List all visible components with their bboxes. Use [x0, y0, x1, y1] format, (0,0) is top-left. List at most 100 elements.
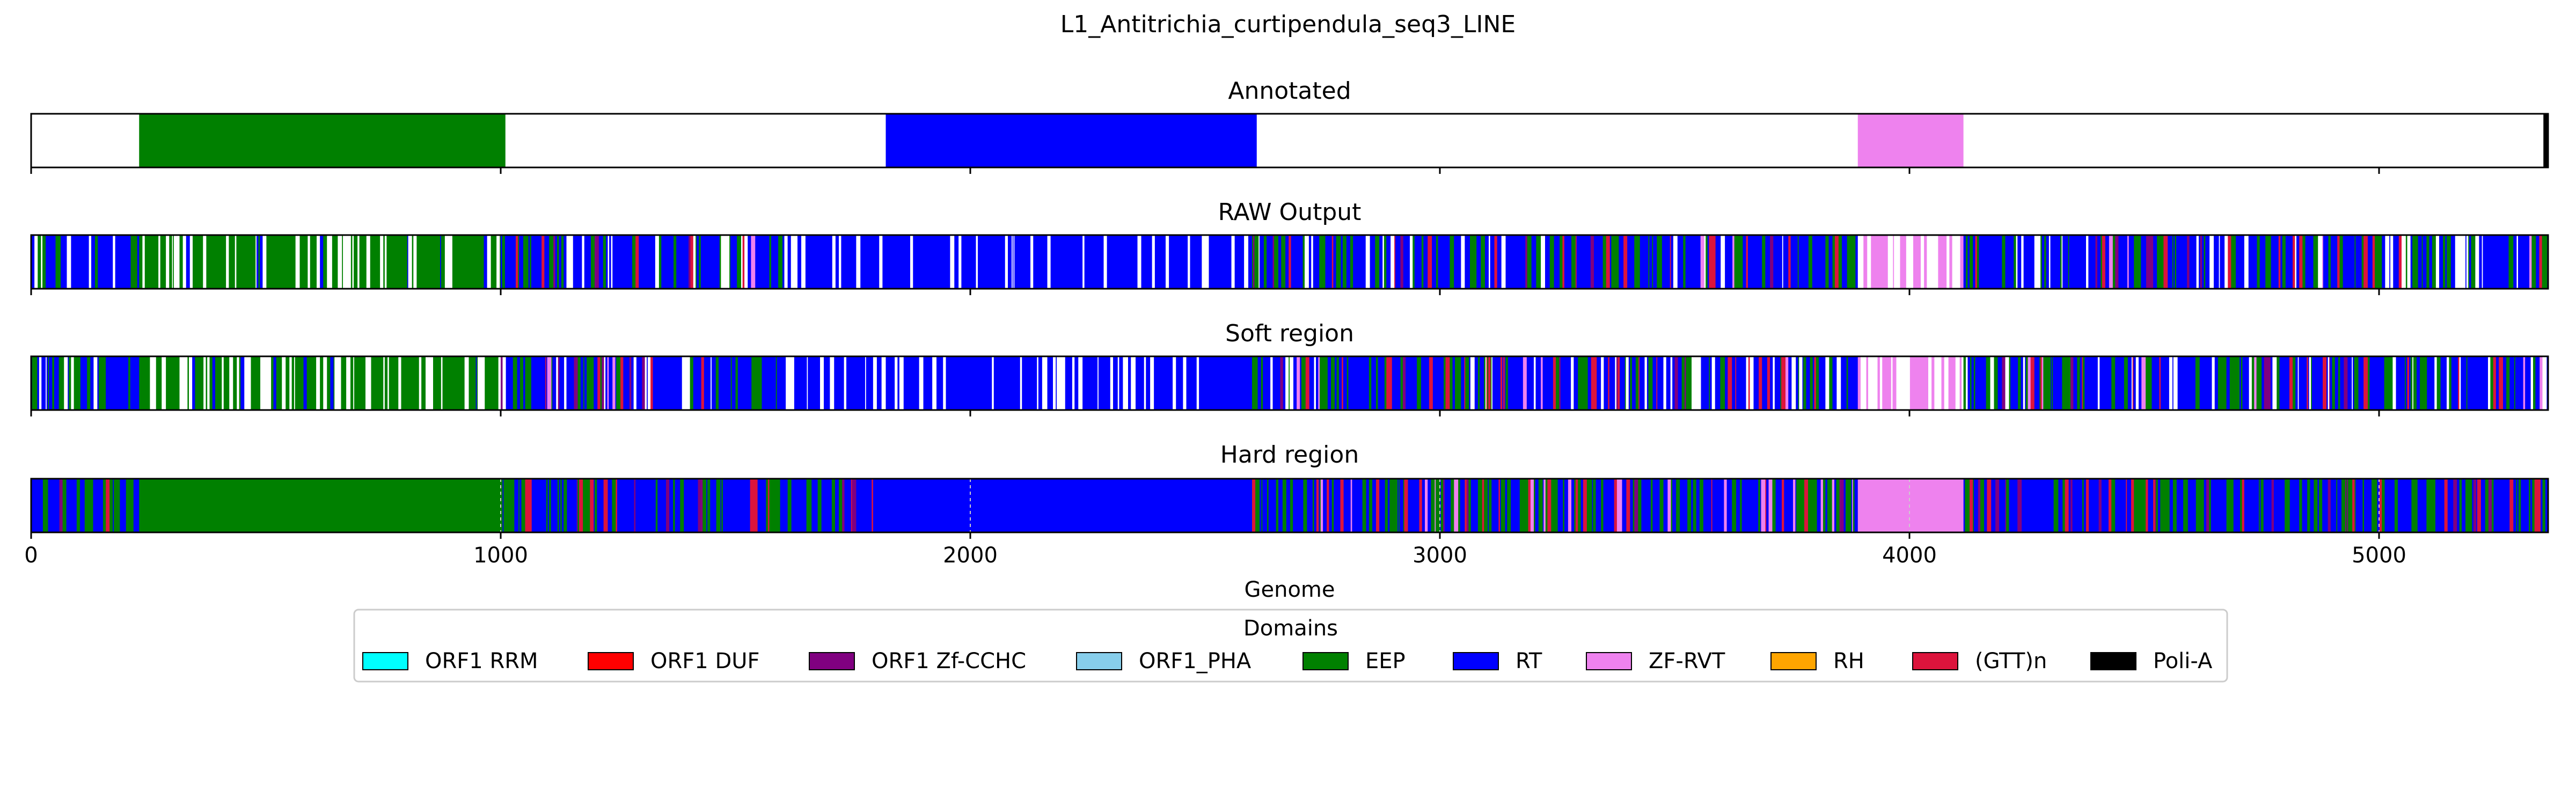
domain-stripe — [1267, 235, 1270, 289]
domain-stripe — [1406, 479, 1408, 532]
domain-stripe — [286, 356, 289, 410]
domain-stripe — [613, 235, 618, 289]
domain-stripe — [1436, 356, 1438, 410]
x-tick-label: 0 — [24, 543, 38, 568]
domain-stripe — [958, 235, 962, 289]
domain-stripe — [78, 235, 82, 289]
domain-stripe — [2002, 235, 2004, 289]
domain-stripe — [1740, 356, 1742, 410]
domain-stripe — [738, 479, 742, 532]
domain-stripe — [1535, 235, 1536, 289]
domain-stripe — [2082, 356, 2083, 410]
domain-stripe — [2282, 235, 2286, 289]
domain-stripe — [750, 479, 754, 532]
domain-stripe — [2516, 479, 2518, 532]
domain-stripe — [459, 235, 464, 289]
domain-stripe — [861, 356, 866, 410]
domain-stripe — [1020, 356, 1022, 410]
domain-stripe — [997, 235, 999, 289]
domain-stripe — [2086, 235, 2089, 289]
domain-stripe — [2313, 356, 2316, 410]
domain-stripe — [2254, 356, 2257, 410]
domain-stripe — [491, 356, 495, 410]
domain-stripe — [1500, 479, 1502, 532]
domain-stripe — [2139, 356, 2142, 410]
domain-stripe — [1395, 356, 1397, 410]
domain-stripe — [2465, 235, 2467, 289]
domain-stripe — [2266, 356, 2271, 410]
domain-stripe — [1019, 235, 1022, 289]
domain-stripe — [2375, 235, 2378, 289]
domain-stripe — [2529, 235, 2532, 289]
domain-stripe — [2279, 479, 2282, 532]
domain-stripe — [1221, 235, 1225, 289]
legend-label: ZF-RVT — [1649, 649, 1725, 674]
domain-stripe — [2390, 235, 2394, 289]
domain-stripe — [1280, 356, 1284, 410]
domain-stripe — [1375, 235, 1380, 289]
domain-stripe — [1053, 356, 1056, 410]
domain-stripe — [1591, 356, 1596, 410]
legend-label: RT — [1516, 649, 1542, 674]
domain-stripe — [2480, 356, 2484, 410]
domain-stripe — [1944, 356, 1948, 410]
domain-stripe — [1033, 235, 1037, 289]
domain-stripe — [2323, 235, 2327, 289]
domain-stripe — [1484, 356, 1486, 410]
domain-stripe — [1305, 356, 1310, 410]
domain-stripe — [2165, 479, 2170, 532]
domain-stripe — [1441, 356, 1444, 410]
domain-stripe — [737, 235, 742, 289]
domain-stripe — [1952, 235, 1955, 289]
domain-stripe — [2132, 235, 2134, 289]
domain-stripe — [1789, 479, 1794, 532]
domain-stripe — [626, 479, 629, 532]
domain-stripe — [875, 235, 880, 289]
domain-stripe — [1391, 235, 1393, 289]
domain-stripe — [2508, 235, 2513, 289]
domain-stripe — [172, 356, 176, 410]
domain-stripe — [2443, 356, 2445, 410]
domain-stripe — [1609, 356, 1611, 410]
domain-stripe — [2423, 479, 2427, 532]
domain-stripe — [1568, 479, 1572, 532]
domain-stripe — [1970, 235, 1973, 289]
domain-stripe — [272, 356, 274, 410]
domain-stripe — [701, 356, 705, 410]
domain-stripe — [2262, 235, 2266, 289]
domain-stripe — [2009, 479, 2011, 532]
domain-stripe — [1707, 235, 1709, 289]
domain-stripe — [1898, 235, 1900, 289]
domain-stripe — [2030, 235, 2035, 289]
domain-stripe — [848, 235, 853, 289]
domain-stripe — [2135, 356, 2139, 410]
domain-stripe — [1379, 479, 1381, 532]
domain-stripe — [2219, 235, 2220, 289]
domain-stripe — [1468, 479, 1472, 532]
domain-stripe — [838, 356, 841, 410]
domain-stripe — [437, 356, 442, 410]
domain-stripe — [2109, 479, 2112, 532]
domain-stripe — [452, 235, 457, 289]
domain-stripe — [1400, 235, 1404, 289]
domain-stripe — [1970, 356, 1972, 410]
domain-stripe — [1948, 356, 1952, 410]
domain-stripe — [811, 479, 814, 532]
domain-stripe — [1575, 479, 1578, 532]
domain-stripe — [2278, 356, 2280, 410]
domain-stripe — [1065, 356, 1066, 410]
domain-stripe — [2038, 479, 2040, 532]
domain-stripe — [814, 235, 818, 289]
domain-stripe — [963, 356, 968, 410]
domain-stripe — [2426, 479, 2430, 532]
domain-stripe — [895, 235, 899, 289]
domain-stripe — [35, 356, 38, 410]
domain-stripe — [54, 356, 56, 410]
domain-stripe — [946, 235, 950, 289]
domain-region — [1857, 235, 1964, 289]
domain-stripe — [1843, 235, 1848, 289]
domain-stripe — [1366, 479, 1370, 532]
domain-stripe — [2385, 235, 2390, 289]
domain-stripe — [1971, 356, 1973, 410]
domain-stripe — [1158, 235, 1162, 289]
